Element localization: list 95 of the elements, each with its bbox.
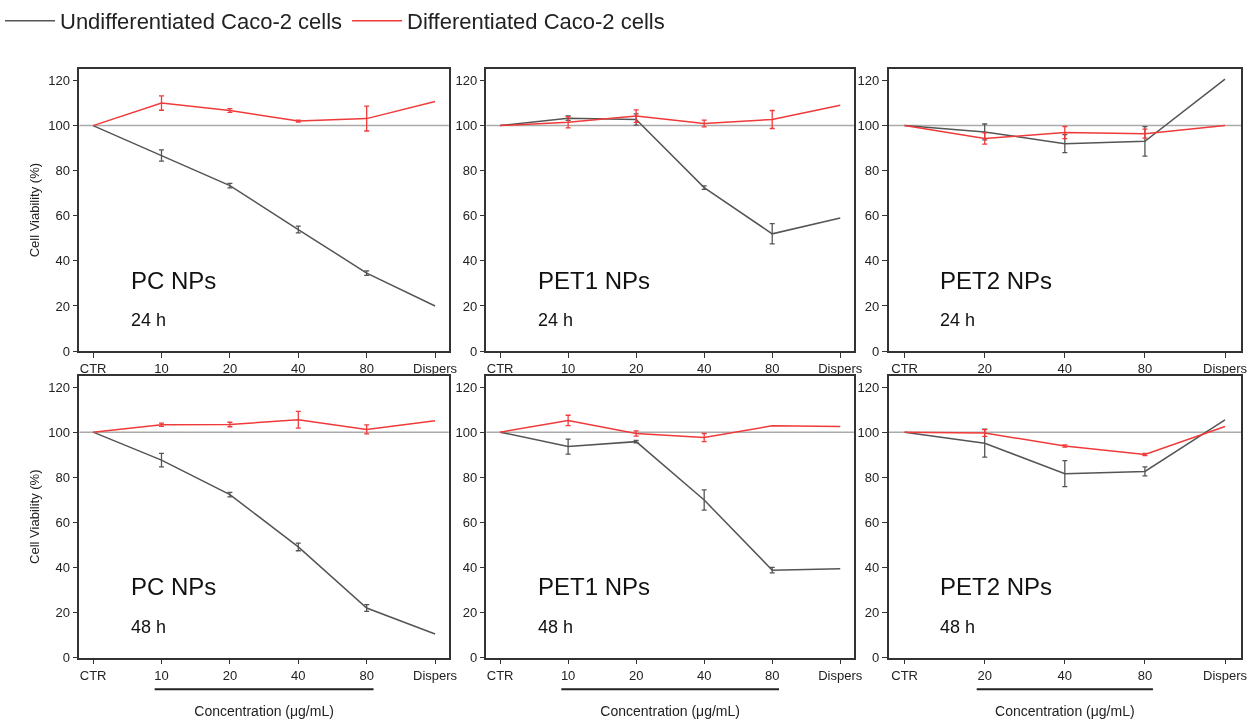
x-tick-label: 80 <box>359 667 374 683</box>
annotation: PET1 NPs <box>538 267 651 294</box>
annotation: 48 h <box>131 617 167 637</box>
y-tick-label: 120 <box>857 379 880 395</box>
y-tick-label: 40 <box>462 559 478 575</box>
y-tick-label: 120 <box>455 73 478 89</box>
y-tick-label: 120 <box>455 379 478 395</box>
y-tick-label: 0 <box>62 650 71 666</box>
annotation: PC NPs <box>131 267 217 294</box>
y-tick-label: 100 <box>455 424 478 440</box>
x-tick-label: 20 <box>977 361 992 377</box>
y-tick-label: 100 <box>455 118 478 134</box>
x-tick-label: 10 <box>154 667 169 683</box>
y-tick-label: 60 <box>462 208 478 224</box>
x-tick-label: 80 <box>764 667 780 683</box>
y-tick-label: 60 <box>864 514 880 530</box>
annotation: PET2 NPs <box>940 573 1053 600</box>
y-tick-label: 0 <box>469 650 478 666</box>
y-tick-label: 120 <box>48 379 71 395</box>
y-tick-label: 20 <box>55 298 71 314</box>
x-tick-label: 40 <box>1057 667 1073 683</box>
annotation: 24 h <box>940 310 976 330</box>
legend-label: Undifferentiated Caco-2 cells <box>60 9 343 35</box>
annotation: 24 h <box>538 310 574 330</box>
x-axis-title: Concentration (μg/mL) <box>600 702 740 719</box>
y-tick-label: 60 <box>55 514 71 530</box>
annotation: 48 h <box>538 617 574 637</box>
y-tick-label: 40 <box>462 253 478 269</box>
x-tick-label: CTR <box>79 667 107 683</box>
y-tick-label: 60 <box>462 514 478 530</box>
x-tick-label: 40 <box>696 361 712 377</box>
x-tick-label: CTR <box>891 361 918 377</box>
x-tick-label: 80 <box>1137 667 1153 683</box>
y-axis-title: Cell Viability (%) <box>26 469 42 564</box>
x-tick-label: 80 <box>359 361 374 377</box>
y-tick-label: 60 <box>864 208 880 224</box>
y-tick-label: 0 <box>872 650 880 666</box>
y-tick-label: 20 <box>864 605 880 621</box>
x-tick-label: Dispers <box>818 361 863 377</box>
y-tick-label: 120 <box>48 73 71 89</box>
x-axis-title: Concentration (μg/mL) <box>995 702 1135 719</box>
x-tick-label: 20 <box>628 667 644 683</box>
x-tick-label: 10 <box>560 361 576 377</box>
annotation: 24 h <box>131 310 167 330</box>
x-tick-label: 10 <box>560 667 576 683</box>
x-tick-label: CTR <box>891 667 918 683</box>
x-tick-label: 20 <box>222 361 238 377</box>
annotation: PC NPs <box>131 573 217 600</box>
x-tick-label: 10 <box>154 361 169 377</box>
x-tick-label: CTR <box>486 361 514 377</box>
annotation: PET2 NPs <box>940 267 1053 294</box>
y-tick-label: 100 <box>857 424 880 440</box>
y-tick-label: 20 <box>462 605 478 621</box>
annotation: PET1 NPs <box>538 573 651 600</box>
x-tick-label: CTR <box>486 667 514 683</box>
y-tick-label: 60 <box>55 208 71 224</box>
y-tick-label: 40 <box>864 253 880 269</box>
annotation: 48 h <box>940 617 976 637</box>
legend-label: Differentiated Caco-2 cells <box>407 9 665 35</box>
x-tick-label: 20 <box>977 667 992 683</box>
y-tick-label: 40 <box>864 559 880 575</box>
x-tick-label: Dispers <box>413 361 458 377</box>
y-tick-label: 120 <box>857 73 880 89</box>
x-tick-label: 20 <box>628 361 644 377</box>
x-tick-label: 20 <box>222 667 238 683</box>
y-tick-label: 40 <box>55 559 71 575</box>
x-tick-label: Dispers <box>413 667 458 683</box>
x-tick-label: 40 <box>1057 361 1073 377</box>
y-tick-label: 80 <box>864 163 880 179</box>
y-tick-label: 20 <box>55 605 71 621</box>
x-tick-label: 80 <box>764 361 780 377</box>
y-axis-title: Cell Viability (%) <box>26 162 42 258</box>
y-tick-label: 20 <box>462 298 478 314</box>
x-tick-label: Dispers <box>1202 667 1248 683</box>
y-tick-label: 80 <box>864 469 880 485</box>
x-tick-label: CTR <box>79 361 107 377</box>
y-tick-label: 0 <box>62 343 71 359</box>
y-tick-label: 80 <box>462 163 478 179</box>
x-tick-label: Dispers <box>818 667 863 683</box>
x-axis-title: Concentration (μg/mL) <box>194 702 334 719</box>
y-tick-label: 80 <box>55 163 71 179</box>
y-tick-label: 20 <box>864 298 880 314</box>
x-tick-label: 40 <box>291 667 306 683</box>
y-tick-label: 100 <box>48 424 71 440</box>
y-tick-label: 80 <box>55 469 71 485</box>
x-tick-label: 40 <box>696 667 712 683</box>
y-tick-label: 0 <box>469 343 478 359</box>
y-tick-label: 0 <box>872 343 880 359</box>
y-tick-label: 80 <box>462 469 478 485</box>
y-tick-label: 40 <box>55 253 71 269</box>
x-tick-label: 80 <box>1137 361 1153 377</box>
x-tick-label: Dispers <box>1202 361 1248 377</box>
y-tick-label: 100 <box>48 118 71 134</box>
x-tick-label: 40 <box>291 361 306 377</box>
y-tick-label: 100 <box>857 118 880 134</box>
